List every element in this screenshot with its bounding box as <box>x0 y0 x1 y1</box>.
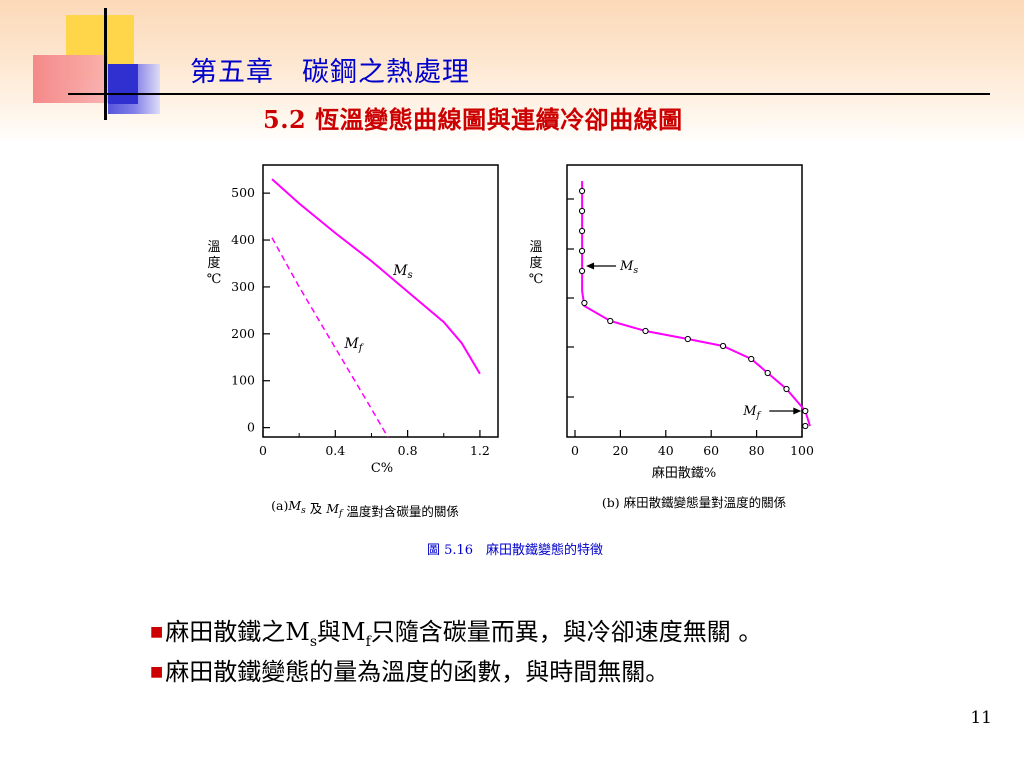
panel-b-data-point <box>802 422 809 430</box>
panel-b-ms-arrowhead <box>586 262 595 270</box>
panel-b-data-point <box>783 385 790 393</box>
panel-b-xlabel: 麻田散鐵% <box>652 465 716 481</box>
slide-title: 第五章 碳鋼之熱處理 <box>190 57 470 88</box>
panel-b-frame <box>566 164 803 438</box>
panel-b-data-point <box>607 317 614 325</box>
bullet-item-2: ■麻田散鐵變態的量為溫度的函數，與時間無關。 <box>150 652 762 692</box>
panel-b-data-point <box>578 187 586 195</box>
panel-a-ylabel: 溫度℃ <box>207 240 222 287</box>
panel-b-xtick-label: 0 <box>571 443 579 458</box>
bullet-1-ms-subscript: s <box>309 633 317 650</box>
panel-b-data-point <box>581 299 588 307</box>
panel-a-annotation-ms: Ms <box>392 263 413 281</box>
panel-a-xtick-label: 0 <box>259 443 267 458</box>
bullet-1-text-a: 麻田散鐵之 <box>165 618 286 646</box>
bullet-2-text: 麻田散鐵變態的量為溫度的函數，與時間無關。 <box>165 658 670 686</box>
panel-a-ytick-label: 100 <box>231 373 255 388</box>
panel-b-ylabel: 溫度℃ <box>529 240 544 287</box>
panel-a-xtick-label: 1.2 <box>470 443 490 458</box>
panel-b-data-point <box>578 247 586 255</box>
square-bullet-icon: ■ <box>150 624 164 640</box>
decorative-vertical-line <box>104 8 107 120</box>
panel-b-annotation-ms: Ms <box>619 259 638 276</box>
bullet-1-ms-symbol: M <box>285 618 310 646</box>
bullet-1-mf-subscript: f <box>365 633 371 650</box>
panel-b-data-point <box>802 407 809 415</box>
panel-a-xtick-label: 0.8 <box>398 443 418 458</box>
figure-5-16: 0 100 200 300 400 500 0 0.4 0.8 1.2 Ms Mf 0 20 40 60 80… <box>190 155 830 575</box>
panel-a-ytick-label: 500 <box>231 185 255 200</box>
panel-b-data-point <box>764 369 771 377</box>
bullet-item-1: ■麻田散鐵之Ms與Mf只隨含碳量而異，與冷卻速度無關 。 <box>150 612 762 652</box>
panel-b-xtick-label: 60 <box>703 443 719 458</box>
panel-b-mf-arrowhead <box>793 407 802 415</box>
panel-b-subtitle: (b) 麻田散鐵變態量對溫度的關係 <box>602 495 786 510</box>
panel-a-xtick-label: 0.4 <box>325 443 345 458</box>
page-number: 11 <box>970 708 992 728</box>
slide-subtitle: 5.2 恆溫變態曲線圖與連續冷卻曲線圖 <box>263 105 683 134</box>
panel-a-annotation-mf: Mf <box>343 336 364 354</box>
panel-b-xtick-label: 100 <box>790 443 814 458</box>
panel-b-xtick-label: 20 <box>612 443 628 458</box>
panel-a-frame <box>262 164 499 438</box>
decorative-pink-overlay <box>33 55 108 103</box>
panel-b: 0 20 40 60 80 100 Ms Mf <box>567 181 814 458</box>
panel-b-curve <box>581 181 811 427</box>
panel-b-data-point <box>719 342 727 350</box>
panel-a-ytick-label: 0 <box>247 420 255 435</box>
panel-b-data-point <box>578 227 586 235</box>
square-bullet-icon: ■ <box>150 664 164 680</box>
figure-caption: 圖 5.16 麻田散鐵變態的特徵 <box>427 542 603 558</box>
panel-a-series-mf <box>271 237 389 437</box>
panel-b-annotation-mf: Mf <box>742 404 761 421</box>
panel-b-data-point <box>578 267 586 275</box>
bullet-list: ■麻田散鐵之Ms與Mf只隨含碳量而異，與冷卻速度無關 。 ■麻田散鐵變態的量為溫… <box>150 612 762 692</box>
panel-b-data-point <box>684 335 691 343</box>
panel-b-data-point <box>748 355 755 363</box>
panel-b-data-point <box>578 207 586 215</box>
panel-a-ytick-label: 400 <box>231 232 255 247</box>
decorative-blue-square <box>108 64 138 104</box>
panel-a-subtitle: (a)Ms 及 Mf 溫度對含碳量的關係 <box>271 498 459 519</box>
panel-a: 0 100 200 300 400 500 0 0.4 0.8 1.2 Ms Mf <box>231 178 490 458</box>
panel-a-series-ms <box>271 178 481 375</box>
panel-a-xlabel: C% <box>371 461 393 476</box>
header-background <box>0 0 1024 145</box>
panel-a-ytick-label: 300 <box>231 279 255 294</box>
header-divider-line <box>68 93 990 95</box>
bullet-1-text-c: 只隨含碳量而異，與冷卻速度無關 。 <box>370 618 763 646</box>
panel-b-data-point <box>642 327 649 335</box>
bullet-1-text-b: 與 <box>317 618 341 646</box>
panel-b-xtick-label: 40 <box>658 443 674 458</box>
panel-b-xtick-label: 80 <box>749 443 765 458</box>
panel-a-ytick-label: 200 <box>231 326 255 341</box>
figure-svg: 0 100 200 300 400 500 0 0.4 0.8 1.2 Ms Mf 0 20 40 60 80… <box>207 164 814 558</box>
bullet-1-mf-symbol: M <box>341 618 366 646</box>
